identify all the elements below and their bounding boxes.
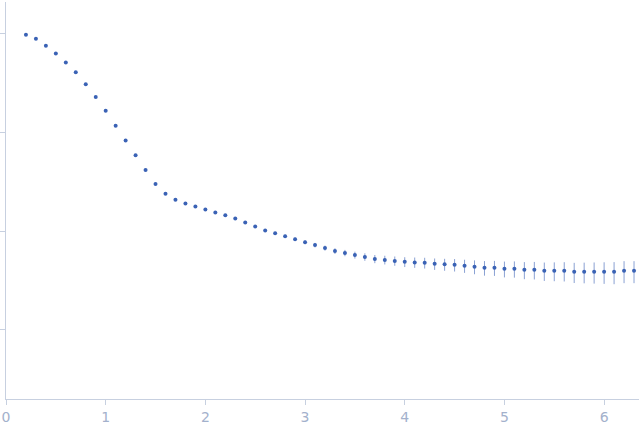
svg-text:5: 5 [500,409,509,425]
svg-text:3: 3 [301,409,310,425]
svg-text:6: 6 [600,409,609,425]
svg-text:1: 1 [101,409,110,425]
svg-text:4: 4 [400,409,409,425]
svg-text:0: 0 [2,409,11,425]
svg-text:2: 2 [201,409,210,425]
